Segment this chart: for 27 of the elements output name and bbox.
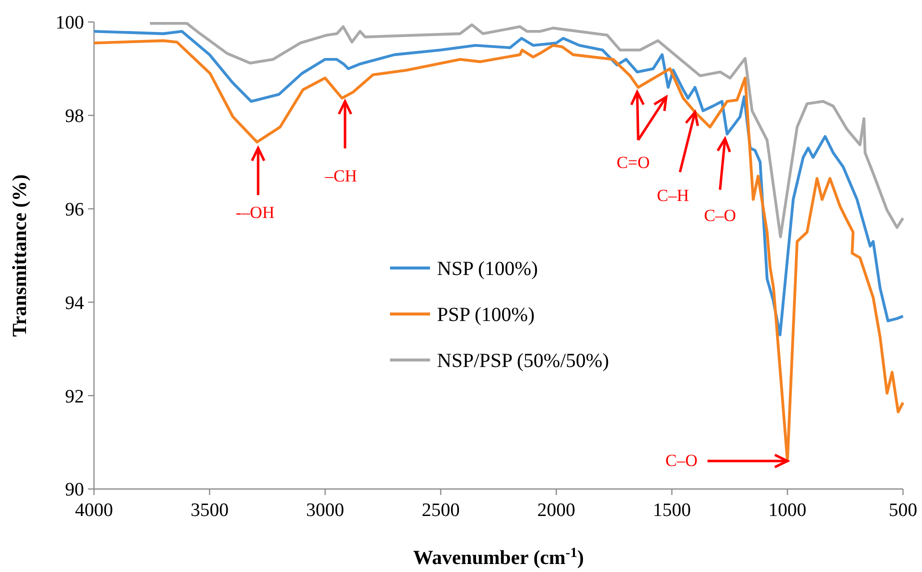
annotation: C–O: [665, 450, 698, 470]
annotation: –CH: [324, 166, 358, 186]
annotation: C–H: [656, 186, 690, 206]
x-tick-label: 1000: [768, 500, 806, 521]
x-tick-label: 4000: [75, 500, 113, 521]
x-axis-title: Wavenumber (cm$^{-1}$): [413, 546, 584, 569]
y-tick-label: 100: [56, 12, 84, 34]
annotation: C–O: [704, 206, 736, 225]
x-tick-label: 2000: [537, 500, 576, 521]
y-tick-label: 96: [65, 199, 84, 220]
annotation: -–OH: [236, 203, 274, 222]
y-axis-title: Transmittance (%): [9, 174, 31, 337]
x-tick-label: 3000: [306, 500, 344, 521]
x-tick-label: 2500: [422, 500, 460, 521]
y-tick-label: 98: [65, 106, 84, 128]
legend-label: NSP (100%): [437, 258, 538, 280]
legend-label: NSP/PSP (50%/50%): [437, 350, 610, 372]
x-tick-label: 1500: [652, 500, 691, 521]
x-tick-label: 500: [888, 500, 918, 521]
line-series: [148, 22, 904, 238]
legend-label: PSP (100%): [437, 304, 535, 326]
x-tick-label: 3500: [190, 500, 229, 521]
y-tick-label: 90: [65, 480, 84, 501]
annotation: C=O: [616, 153, 650, 172]
line-series: [92, 30, 904, 336]
y-tick-label: 94: [65, 292, 84, 314]
y-tick-label: 92: [65, 386, 84, 408]
